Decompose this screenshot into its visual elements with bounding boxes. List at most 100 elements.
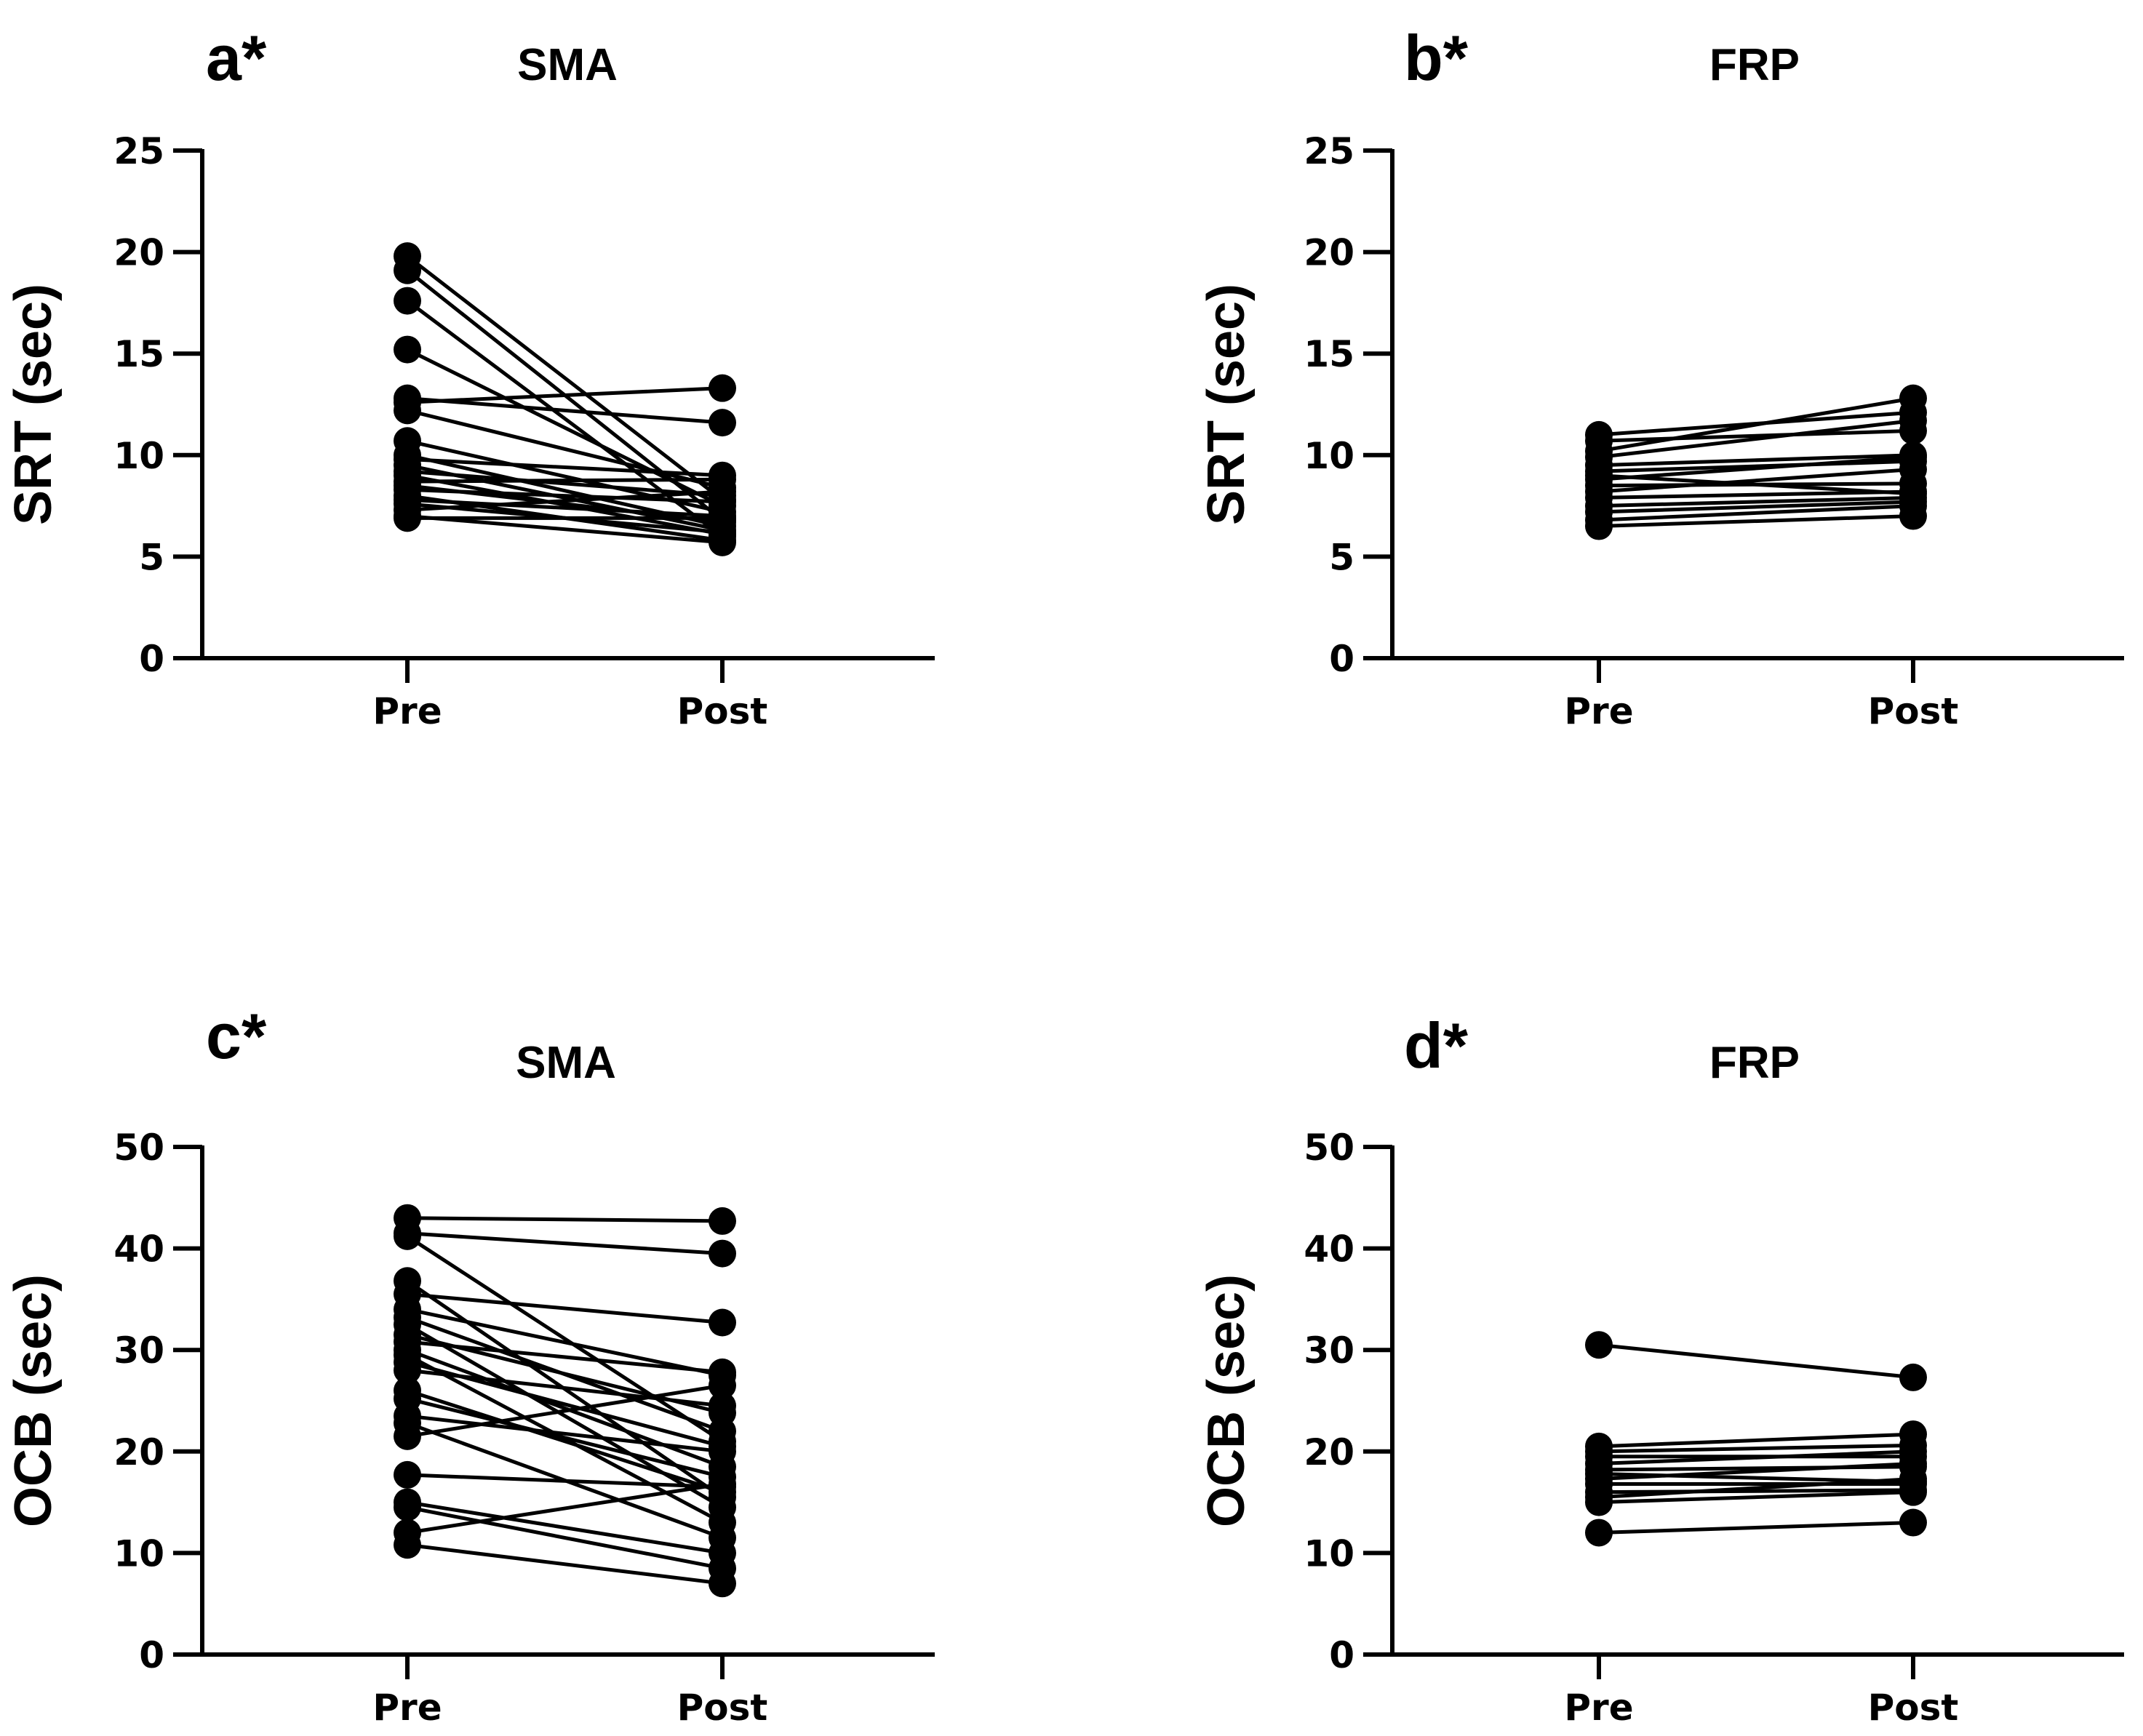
series-line xyxy=(407,1340,723,1375)
data-point-pre xyxy=(394,1356,421,1385)
y-tick-label: 40 xyxy=(1304,1228,1354,1271)
series-1 xyxy=(1585,1331,1927,1391)
series-line xyxy=(407,489,723,512)
y-axis-label: OCB (sec) xyxy=(1197,1274,1256,1527)
y-tick-label: 50 xyxy=(1304,1127,1354,1169)
series-line xyxy=(406,255,724,502)
data-point-post xyxy=(1899,407,1927,435)
series-8 xyxy=(394,427,736,526)
data-point-pre xyxy=(394,1493,421,1521)
series-1 xyxy=(394,1204,736,1235)
series-line xyxy=(406,299,724,538)
series-line xyxy=(406,1234,724,1443)
x-tick-label: Post xyxy=(1868,1687,1959,1729)
y-tick-label: 50 xyxy=(113,1127,164,1169)
series-line xyxy=(1598,1432,1914,1449)
data-point-post xyxy=(1899,502,1927,530)
panel-title: FRP xyxy=(1709,40,1800,90)
series-line xyxy=(1598,1488,1914,1495)
series-line xyxy=(407,514,723,545)
series-line xyxy=(1598,1443,1914,1454)
y-tick-label: 20 xyxy=(113,1431,164,1473)
data-point-post xyxy=(709,409,736,437)
y-tick-label: 15 xyxy=(113,333,164,375)
data-point-pre xyxy=(394,256,421,284)
data-point-post xyxy=(1899,1363,1927,1391)
series-line xyxy=(1598,1449,1914,1466)
data-point-post xyxy=(709,504,736,532)
series-line xyxy=(407,1505,723,1570)
series-line xyxy=(407,457,723,478)
series-line xyxy=(1598,455,1914,481)
series-22 xyxy=(394,504,736,532)
series-line xyxy=(1598,495,1914,508)
x-tick-label: Pre xyxy=(1564,690,1633,732)
y-tick-label: 20 xyxy=(1304,1431,1354,1473)
data-point-post xyxy=(1899,455,1927,484)
y-tick-label: 25 xyxy=(113,130,164,172)
x-tick-label: Pre xyxy=(1564,1687,1633,1729)
series-line xyxy=(407,477,723,484)
data-point-pre xyxy=(394,335,421,364)
data-point-pre xyxy=(1585,1331,1613,1359)
y-tick-label: 0 xyxy=(139,638,164,680)
series-line xyxy=(407,386,723,404)
series-line xyxy=(1598,428,1914,443)
series-line xyxy=(407,1500,723,1555)
y-axis-label: SRT (sec) xyxy=(1197,284,1256,525)
series-line xyxy=(407,469,723,498)
panel-letter: b* xyxy=(1404,22,1469,94)
y-tick-label: 30 xyxy=(113,1329,164,1372)
series-line xyxy=(407,1473,723,1489)
panel-title: SMA xyxy=(517,40,618,90)
x-tick-label: Pre xyxy=(372,1687,442,1729)
data-point-post xyxy=(709,1470,736,1498)
y-tick-label: 10 xyxy=(113,435,164,477)
series-line xyxy=(1598,500,1914,514)
series-line xyxy=(1598,504,1914,522)
series-line xyxy=(1598,1476,1914,1500)
series-line xyxy=(407,497,723,519)
chart-panel-4: d* FRP 0 10 20 30 40 50 Pre Post OCB (sec) xyxy=(1197,1009,2124,1729)
series-line xyxy=(1598,1521,1914,1535)
series-line xyxy=(1598,481,1914,488)
data-point-post xyxy=(1899,384,1927,412)
data-point-post xyxy=(709,374,736,402)
data-point-post xyxy=(1899,1508,1927,1537)
data-point-post xyxy=(709,1372,736,1400)
series-24 xyxy=(394,1531,736,1598)
series-line xyxy=(407,487,723,504)
y-tick-label: 25 xyxy=(1304,130,1354,172)
panel-letter: d* xyxy=(1404,1009,1469,1081)
series-line xyxy=(407,408,723,489)
series-line xyxy=(407,1383,723,1439)
chart-panel-2: b* FRP 0 5 10 15 20 25 Pre Post SRT (sec) xyxy=(1197,22,2124,732)
y-tick-label: 40 xyxy=(113,1228,164,1271)
y-axis-label: OCB (sec) xyxy=(4,1274,63,1527)
series-12 xyxy=(1585,1478,1927,1516)
data-point-pre xyxy=(394,396,421,425)
series-line xyxy=(1598,489,1914,500)
data-point-pre xyxy=(1585,512,1613,540)
series-line xyxy=(1598,418,1914,460)
y-tick-label: 10 xyxy=(1304,1532,1354,1575)
y-tick-label: 0 xyxy=(1329,1634,1354,1676)
series-line xyxy=(1598,1462,1914,1481)
panel-letter: a* xyxy=(206,22,267,94)
data-point-pre xyxy=(394,1531,421,1559)
panel-title: FRP xyxy=(1709,1038,1800,1088)
series-line xyxy=(407,1482,723,1535)
data-point-post xyxy=(709,1391,736,1420)
y-tick-label: 5 xyxy=(139,536,164,578)
series-13 xyxy=(1585,1508,1927,1547)
series-line xyxy=(407,1216,723,1223)
series-14 xyxy=(394,1356,736,1420)
data-point-pre xyxy=(1585,1519,1613,1547)
x-tick-label: Pre xyxy=(372,690,442,732)
series-line xyxy=(1598,459,1914,473)
data-point-post xyxy=(709,1437,736,1465)
data-point-pre xyxy=(394,1222,421,1250)
data-point-post xyxy=(709,528,736,556)
y-tick-label: 10 xyxy=(1304,435,1354,477)
